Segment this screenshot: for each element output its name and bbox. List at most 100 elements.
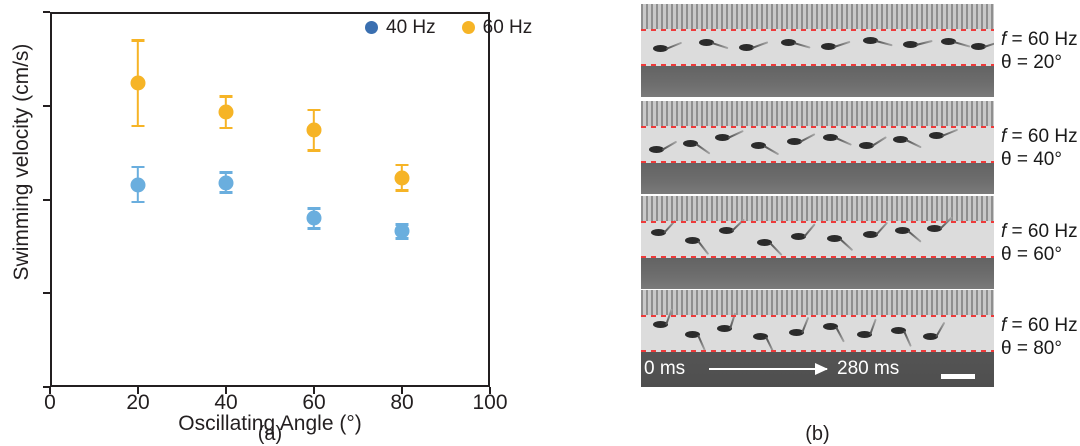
- swimmer-body: [859, 142, 874, 149]
- swimmer-body: [787, 138, 802, 145]
- data-marker: [394, 223, 410, 239]
- image-strip-2: [641, 101, 994, 194]
- data-point-40Hz-80: [392, 222, 412, 240]
- swimmer-tail: [839, 237, 854, 251]
- swimmer-robot: [717, 312, 747, 333]
- comb-pattern: [641, 101, 994, 126]
- channel-floor: [641, 258, 994, 289]
- swimmer-tail: [697, 334, 706, 351]
- swimmer-tail: [983, 40, 994, 48]
- red-dashed-boundary-top: [641, 221, 994, 223]
- panel-b-caption: (b): [805, 423, 830, 445]
- error-bar-cap-top: [307, 207, 321, 210]
- swimmer-tail: [833, 40, 851, 48]
- swimmer-tail: [835, 326, 845, 342]
- error-bar-cap-bottom: [219, 191, 233, 194]
- error-bar-cap-top: [395, 163, 409, 167]
- swimmer-robot: [895, 227, 925, 243]
- legend-label: 40 Hz: [386, 17, 436, 38]
- red-dashed-boundary-top: [641, 315, 994, 317]
- swimmer-tail: [869, 318, 877, 335]
- swimmer-tail: [711, 41, 729, 49]
- scale-bar: [941, 374, 975, 379]
- data-marker: [130, 177, 146, 192]
- error-bar-cap-top: [131, 39, 145, 42]
- strip-label-3: f = 60 Hz θ = 60°: [1001, 220, 1078, 266]
- swimmer-robot: [653, 308, 683, 329]
- swimmer-robot: [903, 39, 933, 49]
- swimmer-robot: [683, 140, 713, 155]
- swimmer-body: [893, 136, 908, 143]
- time-arrow-icon: [709, 363, 828, 375]
- swimmer-body: [827, 235, 842, 242]
- swimmer-tail: [695, 142, 711, 155]
- swimmer-robot: [653, 41, 683, 53]
- plot-frame: [50, 12, 490, 387]
- image-strip-1: [641, 4, 994, 97]
- swimmer-robot: [751, 142, 781, 155]
- strip-label-2: f = 60 Hz θ = 40°: [1001, 125, 1078, 171]
- swimmer-tail: [915, 39, 933, 46]
- swimmer-tail: [903, 330, 912, 347]
- image-strip-3: [641, 196, 994, 289]
- swimmer-tail: [801, 316, 810, 333]
- swimmer-robot: [719, 217, 749, 235]
- legend-entry-2[interactable]: 60 Hz: [461, 18, 532, 37]
- error-bar-cap-bottom: [219, 126, 233, 130]
- swimmer-robot: [651, 219, 681, 237]
- angle-label: θ = 80°: [1001, 338, 1062, 359]
- swimmer-tail: [799, 132, 816, 143]
- swimmer-body: [903, 41, 918, 48]
- swimmer-tail: [835, 136, 852, 146]
- swimmer-body: [781, 39, 796, 46]
- swimmer-robot: [857, 318, 887, 339]
- channel-floor: [641, 66, 994, 97]
- swimmer-body: [857, 331, 872, 338]
- swimmer-robot: [757, 239, 787, 256]
- swimmer-robot: [685, 237, 715, 255]
- error-bar-cap-bottom: [131, 200, 145, 204]
- y-tick-mark: [43, 292, 50, 295]
- red-dashed-boundary-top: [641, 126, 994, 128]
- swimmer-robot: [827, 235, 857, 251]
- swimmer-tail: [907, 229, 922, 243]
- data-point-60Hz-40: [216, 95, 236, 130]
- swimmer-tail: [941, 128, 959, 137]
- swimmer-tail: [953, 40, 971, 48]
- swimmer-body: [789, 329, 804, 336]
- error-bar-cap-bottom: [307, 149, 321, 152]
- swimmer-robot: [821, 40, 851, 51]
- x-tick-mark: [137, 387, 139, 394]
- swimmer-body: [699, 39, 714, 46]
- red-dashed-boundary-bottom: [641, 350, 994, 352]
- legend-marker-icon: [365, 21, 378, 34]
- y-tick-mark: [43, 104, 50, 107]
- time-start-label: 0 ms: [644, 358, 686, 379]
- swimmer-tail: [793, 41, 811, 49]
- swimming-channel: [641, 215, 994, 258]
- data-point-40Hz-40: [216, 171, 236, 194]
- data-marker: [218, 175, 234, 191]
- swimmer-body: [719, 227, 734, 234]
- x-tick-label: 80: [390, 391, 414, 414]
- swimmer-robot: [927, 215, 957, 233]
- swimmer-robot: [859, 135, 889, 150]
- swimmer-body: [717, 325, 732, 332]
- legend-marker-icon: [461, 21, 475, 34]
- swimmer-body: [685, 331, 700, 338]
- swimmer-robot: [929, 128, 959, 140]
- swimmer-robot: [823, 323, 853, 342]
- swimmer-robot: [791, 222, 821, 241]
- error-bar-cap-bottom: [395, 189, 409, 192]
- x-tick-mark: [49, 387, 51, 394]
- swimmer-tail: [871, 135, 887, 147]
- data-point-40Hz-20: [128, 165, 148, 204]
- frequency-label: f = 60 Hz: [1001, 29, 1078, 50]
- y-tick-mark: [43, 11, 50, 13]
- x-tick-mark: [225, 387, 227, 394]
- legend-entry-1[interactable]: 40 Hz: [365, 18, 436, 37]
- swimmer-robot: [863, 37, 893, 46]
- frequency-label: f = 60 Hz: [1001, 221, 1078, 242]
- channel-floor: [641, 163, 994, 194]
